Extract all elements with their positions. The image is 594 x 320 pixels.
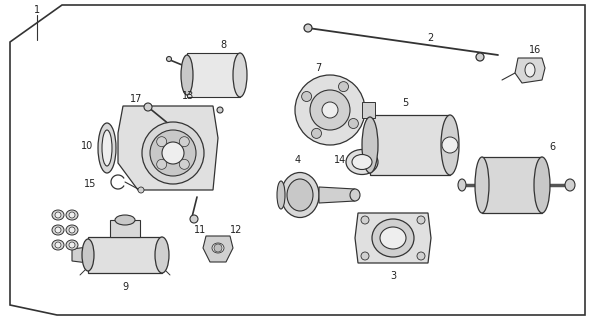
Polygon shape [482, 157, 542, 213]
Circle shape [69, 242, 75, 248]
Circle shape [179, 137, 189, 147]
Ellipse shape [150, 130, 196, 176]
Ellipse shape [66, 240, 78, 250]
Polygon shape [118, 106, 218, 190]
Text: 15: 15 [84, 179, 96, 189]
Ellipse shape [362, 117, 378, 173]
Text: 12: 12 [230, 225, 242, 235]
Ellipse shape [52, 210, 64, 220]
Text: 13: 13 [182, 91, 194, 101]
Circle shape [339, 82, 349, 92]
Ellipse shape [525, 63, 535, 77]
Ellipse shape [281, 172, 319, 218]
Ellipse shape [350, 189, 360, 201]
Ellipse shape [212, 243, 224, 253]
Ellipse shape [115, 215, 135, 225]
Circle shape [157, 137, 167, 147]
Polygon shape [319, 187, 355, 203]
Polygon shape [110, 220, 140, 237]
Circle shape [417, 216, 425, 224]
Ellipse shape [98, 123, 116, 173]
Circle shape [217, 107, 223, 113]
Ellipse shape [142, 122, 204, 184]
Text: 6: 6 [549, 142, 555, 152]
Polygon shape [362, 102, 375, 118]
Circle shape [349, 118, 358, 129]
Circle shape [157, 159, 167, 169]
Text: 3: 3 [390, 271, 396, 281]
Text: 10: 10 [81, 141, 93, 151]
Ellipse shape [181, 55, 193, 95]
Ellipse shape [380, 227, 406, 249]
Polygon shape [10, 5, 585, 315]
Circle shape [304, 24, 312, 32]
Polygon shape [72, 247, 88, 263]
Circle shape [361, 252, 369, 260]
Ellipse shape [102, 130, 112, 166]
Ellipse shape [277, 181, 285, 209]
Ellipse shape [372, 219, 414, 257]
Ellipse shape [534, 157, 550, 213]
Ellipse shape [155, 237, 169, 273]
Circle shape [322, 102, 338, 118]
Circle shape [55, 242, 61, 248]
Ellipse shape [82, 239, 94, 271]
Circle shape [302, 92, 312, 101]
Text: 5: 5 [402, 98, 408, 108]
Text: 2: 2 [427, 33, 433, 43]
Text: 4: 4 [295, 155, 301, 165]
Circle shape [55, 212, 61, 218]
Text: 17: 17 [130, 94, 142, 104]
Text: 7: 7 [315, 63, 321, 73]
Ellipse shape [166, 57, 172, 61]
Circle shape [311, 128, 321, 138]
Ellipse shape [475, 157, 489, 213]
Ellipse shape [162, 142, 184, 164]
Polygon shape [88, 237, 162, 273]
Ellipse shape [287, 179, 313, 211]
Polygon shape [187, 53, 240, 97]
Text: 14: 14 [334, 155, 346, 165]
Circle shape [69, 227, 75, 233]
Circle shape [190, 215, 198, 223]
Text: 16: 16 [529, 45, 541, 55]
Text: 1: 1 [34, 5, 40, 15]
Circle shape [442, 137, 458, 153]
Circle shape [214, 244, 222, 252]
Ellipse shape [66, 225, 78, 235]
Text: 8: 8 [220, 40, 226, 50]
Circle shape [361, 216, 369, 224]
Ellipse shape [458, 179, 466, 191]
Ellipse shape [565, 179, 575, 191]
Circle shape [295, 75, 365, 145]
Circle shape [417, 252, 425, 260]
Ellipse shape [352, 155, 372, 170]
Ellipse shape [233, 53, 247, 97]
Polygon shape [355, 213, 431, 263]
Polygon shape [203, 236, 233, 262]
Circle shape [144, 103, 152, 111]
Ellipse shape [476, 53, 484, 61]
Text: 11: 11 [194, 225, 206, 235]
Ellipse shape [346, 149, 378, 174]
Circle shape [55, 227, 61, 233]
Ellipse shape [52, 240, 64, 250]
Polygon shape [370, 115, 450, 175]
Circle shape [310, 90, 350, 130]
Ellipse shape [52, 225, 64, 235]
Circle shape [138, 187, 144, 193]
Ellipse shape [66, 210, 78, 220]
Text: 9: 9 [122, 282, 128, 292]
Polygon shape [515, 58, 545, 83]
Ellipse shape [441, 115, 459, 175]
Circle shape [69, 212, 75, 218]
Circle shape [179, 159, 189, 169]
